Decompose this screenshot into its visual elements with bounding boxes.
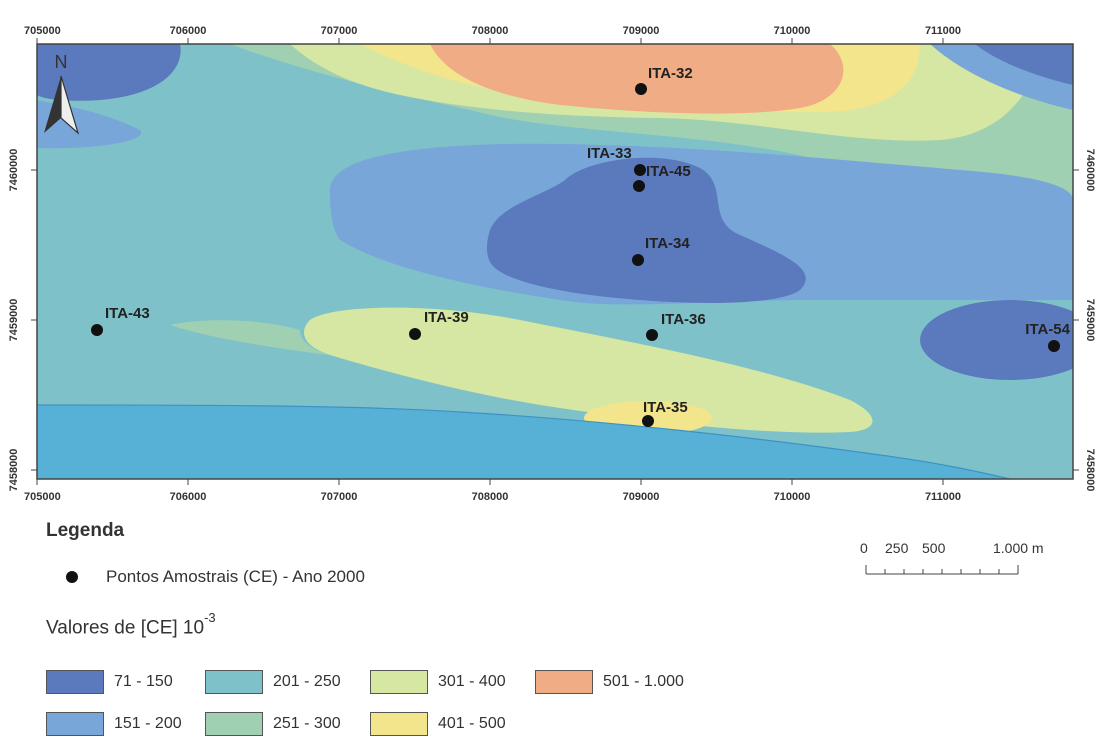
y-tick-label-right: 7460000 (1084, 149, 1096, 192)
values-title-exponent: -3 (204, 610, 216, 625)
legend-class-item: 151 - 200 (46, 712, 182, 736)
legend-class-item: 71 - 150 (46, 670, 173, 694)
sample-point-marker (646, 329, 658, 341)
x-axis-ticks: 705000 705000 706000 706000 707000 707000 7080… (24, 25, 961, 503)
sample-point-label: ITA-36 (661, 311, 706, 328)
sample-point-marker (634, 164, 646, 176)
y-tick-label-left: 7459000 (8, 299, 20, 342)
y-tick-label-left: 7460000 (8, 149, 20, 192)
sample-point-label: ITA-35 (643, 399, 688, 416)
north-label: N (55, 52, 68, 72)
legend-class-swatch (205, 712, 263, 736)
legend-class-item: 401 - 500 (370, 712, 506, 736)
sample-point-label: ITA-43 (105, 305, 150, 322)
legend-class-label: 301 - 400 (438, 673, 506, 690)
sample-point-marker (632, 254, 644, 266)
zone-251-300-lower (170, 320, 330, 355)
sample-point-label: ITA-39 (424, 309, 469, 326)
x-tick-label-bottom: 710000 (774, 491, 811, 503)
map-canvas: 705000 705000 706000 706000 707000 707000 7080… (8, 25, 1096, 503)
legend-class-label: 201 - 250 (273, 673, 341, 690)
legend-class-item: 251 - 300 (205, 712, 341, 736)
y-tick-label-right: 7459000 (1084, 299, 1096, 342)
sample-point-label: ITA-54 (1025, 321, 1070, 338)
zone-151-200-bottom (37, 405, 1010, 479)
sample-point-label: ITA-45 (646, 163, 691, 180)
x-tick-label-bottom: 709000 (623, 491, 660, 503)
north-arrow: N (44, 52, 80, 135)
point-symbol-icon (66, 571, 78, 583)
x-tick-label-bottom: 705000 (24, 491, 61, 503)
zone-71-150-topright (975, 44, 1073, 85)
legend-class-label: 71 - 150 (114, 673, 173, 690)
legend-class-item: 501 - 1.000 (535, 670, 684, 694)
legend-points-label: Pontos Amostrais (CE) - Ano 2000 (106, 567, 365, 586)
legend-class-label: 501 - 1.000 (603, 673, 684, 690)
sample-point-label: ITA-32 (648, 65, 693, 82)
zone-501-1000 (430, 44, 844, 114)
sample-points: ITA-32 ITA-33 ITA-45 ITA-34 ITA-43 ITA-39 ITA-… (91, 65, 1071, 427)
sample-point-marker (633, 180, 645, 192)
x-tick-label-bottom: 707000 (321, 491, 358, 503)
x-tick-label-top: 705000 (24, 25, 61, 37)
sample-point-label: ITA-33 (587, 145, 632, 162)
zone-71-150-topleft (37, 44, 181, 101)
sample-point-marker (642, 415, 654, 427)
x-tick-label-bottom: 706000 (170, 491, 207, 503)
legend-class-swatch (535, 670, 593, 694)
sample-point-marker (409, 328, 421, 340)
zone-71-150-middle (486, 157, 806, 303)
zone-301-400-lower (304, 307, 873, 433)
x-tick-label-top: 706000 (170, 25, 207, 37)
y-tick-label-right: 7458000 (1084, 449, 1096, 492)
x-tick-label-top: 709000 (623, 25, 660, 37)
legend-class-swatch (46, 712, 104, 736)
legend-class-swatch (370, 712, 428, 736)
x-tick-label-top: 711000 (925, 25, 961, 37)
sample-point-marker (1048, 340, 1060, 352)
values-title: Valores de [CE] 10-3 (46, 610, 216, 639)
legend-class-swatch (46, 670, 104, 694)
legend-class-swatch (205, 670, 263, 694)
legend-class-item: 201 - 250 (205, 670, 341, 694)
sample-point-label: ITA-34 (645, 235, 690, 252)
x-tick-label-top: 707000 (321, 25, 358, 37)
scale-label-250: 250 (885, 540, 909, 556)
zone-71-150-right (920, 300, 1073, 380)
x-tick-label-bottom: 708000 (472, 491, 509, 503)
sample-point-marker (91, 324, 103, 336)
x-tick-label-bottom: 711000 (925, 491, 961, 503)
y-axis-ticks: 7460000 7460000 7459000 7459000 7458000 74580… (8, 149, 1096, 492)
x-tick-label-top: 708000 (472, 25, 509, 37)
legend-class-swatch (370, 670, 428, 694)
scale-bar (865, 565, 1019, 575)
scale-label-1000: 1.000 m (993, 540, 1044, 556)
x-tick-label-top: 710000 (774, 25, 811, 37)
y-tick-label-left: 7458000 (8, 449, 20, 492)
legend-title: Legenda (46, 520, 125, 541)
legend-class-label: 401 - 500 (438, 715, 506, 732)
legend-class-label: 251 - 300 (273, 715, 341, 732)
scale-label-0: 0 (860, 540, 868, 556)
legend-class-label: 151 - 200 (114, 715, 182, 732)
map-frame (36, 43, 1074, 480)
values-title-text: Valores de [CE] 10 (46, 617, 205, 639)
scale-label-500: 500 (922, 540, 946, 556)
legend-class-item: 301 - 400 (370, 670, 506, 694)
sample-point-marker (635, 83, 647, 95)
legend-points-item: Pontos Amostrais (CE) - Ano 2000 (66, 567, 365, 587)
